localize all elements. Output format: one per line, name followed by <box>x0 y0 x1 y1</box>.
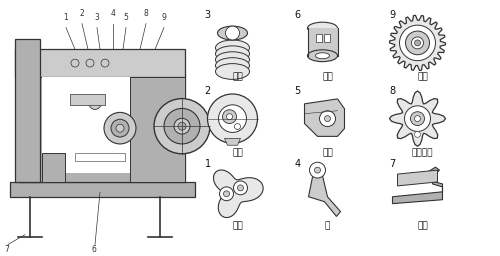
Text: 7: 7 <box>390 159 396 169</box>
Ellipse shape <box>216 40 250 56</box>
Text: 齿轮: 齿轮 <box>417 72 428 81</box>
Text: 6: 6 <box>92 246 96 254</box>
Ellipse shape <box>216 46 250 62</box>
Text: 轴承: 轴承 <box>322 148 333 157</box>
Text: 4: 4 <box>294 159 300 169</box>
Circle shape <box>414 116 420 122</box>
Circle shape <box>310 162 326 178</box>
Circle shape <box>101 59 109 67</box>
Circle shape <box>178 122 186 130</box>
Bar <box>75 153 125 161</box>
Circle shape <box>234 181 247 195</box>
Polygon shape <box>392 167 442 204</box>
Circle shape <box>104 112 136 144</box>
Text: 凸轮: 凸轮 <box>232 72 243 81</box>
Bar <box>70 94 105 105</box>
Circle shape <box>412 37 424 49</box>
Circle shape <box>218 105 246 132</box>
Circle shape <box>414 40 420 46</box>
Text: 8: 8 <box>144 9 148 18</box>
Polygon shape <box>130 77 185 182</box>
Polygon shape <box>20 74 185 182</box>
Bar <box>316 34 322 42</box>
Circle shape <box>404 106 430 131</box>
Text: 4: 4 <box>110 9 116 18</box>
Text: 5: 5 <box>294 86 301 96</box>
Circle shape <box>222 110 236 124</box>
Text: 6: 6 <box>294 10 300 20</box>
Polygon shape <box>15 39 40 182</box>
Text: 1: 1 <box>64 13 68 22</box>
Circle shape <box>238 185 244 191</box>
Ellipse shape <box>316 53 330 59</box>
Circle shape <box>400 25 436 61</box>
Polygon shape <box>398 170 438 186</box>
Circle shape <box>324 116 330 122</box>
Ellipse shape <box>216 63 250 79</box>
Ellipse shape <box>216 52 250 68</box>
Polygon shape <box>308 167 340 217</box>
Polygon shape <box>15 49 185 77</box>
Circle shape <box>414 131 420 137</box>
Ellipse shape <box>216 58 250 73</box>
Text: 8: 8 <box>390 86 396 96</box>
Circle shape <box>174 118 190 134</box>
Circle shape <box>320 111 336 126</box>
Polygon shape <box>224 138 240 145</box>
Text: 2: 2 <box>204 86 211 96</box>
Text: 1: 1 <box>204 159 210 169</box>
Text: 9: 9 <box>162 13 166 22</box>
Text: 压脚: 压脚 <box>417 221 428 230</box>
Text: 杆: 杆 <box>325 221 330 230</box>
Circle shape <box>410 112 424 125</box>
Circle shape <box>406 31 429 55</box>
Ellipse shape <box>308 22 338 34</box>
Circle shape <box>314 167 320 173</box>
Text: 9: 9 <box>390 10 396 20</box>
Polygon shape <box>10 182 195 197</box>
Text: 3: 3 <box>94 13 100 22</box>
Circle shape <box>226 114 232 120</box>
Polygon shape <box>390 91 446 146</box>
Circle shape <box>220 187 234 201</box>
Text: 7: 7 <box>4 246 10 254</box>
Ellipse shape <box>218 26 248 40</box>
Circle shape <box>234 124 240 130</box>
Text: 2: 2 <box>80 9 84 18</box>
Ellipse shape <box>308 50 338 62</box>
Polygon shape <box>42 153 65 182</box>
Circle shape <box>226 26 239 40</box>
Polygon shape <box>214 170 263 218</box>
Circle shape <box>154 99 210 154</box>
Circle shape <box>224 191 230 197</box>
Circle shape <box>89 98 101 109</box>
Circle shape <box>116 124 124 132</box>
Circle shape <box>71 59 79 67</box>
Text: 轴套: 轴套 <box>322 72 333 81</box>
Circle shape <box>164 109 200 144</box>
Circle shape <box>208 94 258 143</box>
Text: 5: 5 <box>124 13 128 22</box>
Text: 凸轮: 凸轮 <box>232 221 243 230</box>
Text: 凸轮: 凸轮 <box>232 148 243 157</box>
Circle shape <box>111 119 129 137</box>
Text: 3: 3 <box>204 10 210 20</box>
Bar <box>324 34 330 42</box>
Polygon shape <box>390 15 446 70</box>
Circle shape <box>86 59 94 67</box>
Bar <box>308 28 338 56</box>
Polygon shape <box>42 77 130 173</box>
Polygon shape <box>304 99 344 136</box>
Text: 花样凸轮: 花样凸轮 <box>412 148 433 157</box>
